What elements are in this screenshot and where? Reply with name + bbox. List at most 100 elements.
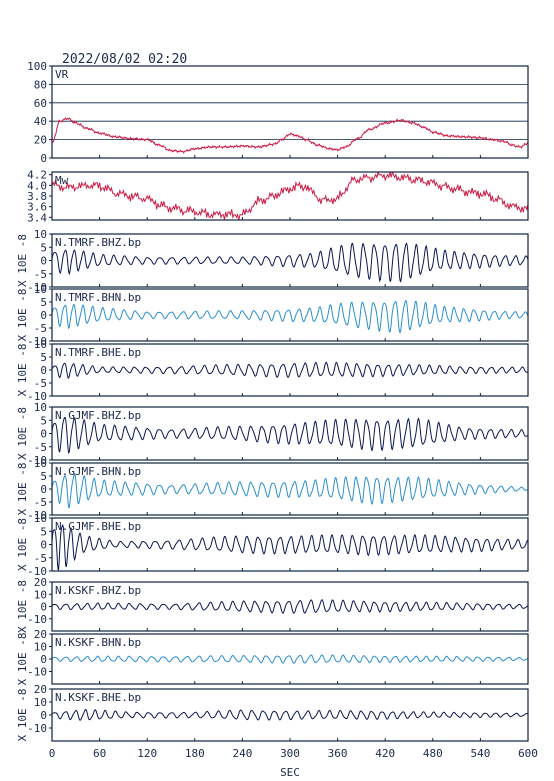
y-tick-label: 0	[40, 539, 47, 552]
y-tick-label: 10	[34, 283, 47, 296]
series-line	[52, 299, 528, 334]
x-tick-label: 360	[328, 747, 348, 760]
y-tick-label: 5	[40, 241, 47, 254]
y-axis-label: X 10E -8	[16, 344, 29, 397]
y-tick-label: 10	[34, 512, 47, 525]
panel-label: N.TMRF.BHN.bp	[55, 291, 141, 304]
x-tick-label: 420	[375, 747, 395, 760]
series-line	[52, 472, 528, 509]
panel-frame	[51, 171, 529, 221]
y-tick-label: 5	[40, 525, 47, 538]
x-tick-label: 0	[49, 747, 56, 760]
series-line	[52, 416, 528, 454]
y-tick-label: 3.6	[27, 201, 47, 214]
y-axis-label: X 10E -8	[16, 234, 29, 287]
y-tick-label: -5	[34, 268, 47, 281]
y-tick-label: 10	[34, 401, 47, 414]
series-line	[52, 361, 528, 379]
y-tick-label: -10	[27, 335, 47, 348]
y-tick-label: 5	[40, 296, 47, 309]
panel-label: N.KSKF.BHZ.bp	[55, 584, 141, 597]
x-tick-label: 60	[93, 747, 106, 760]
y-tick-label: 100	[27, 60, 47, 73]
series-line	[52, 708, 528, 721]
x-tick-label: 120	[137, 747, 157, 760]
panel-2: 3.43.63.84.04.2 Mw	[27, 169, 529, 224]
y-tick-label: 0	[40, 428, 47, 441]
series-line	[52, 523, 528, 571]
y-tick-label: 4.0	[27, 179, 47, 192]
y-tick-label: -5	[34, 496, 47, 509]
x-tick-label: 600	[518, 747, 538, 760]
panel-label: N.TMRF.BHE.bp	[55, 346, 141, 359]
y-tick-label: 0	[40, 364, 47, 377]
panel-label: N.KSKF.BHE.bp	[55, 691, 141, 704]
y-tick-label: -10	[27, 666, 47, 679]
y-tick-label: 0	[40, 601, 47, 614]
y-tick-label: -10	[27, 281, 47, 294]
x-tick-label: 480	[423, 747, 443, 760]
y-tick-label: 20	[34, 134, 47, 147]
series-line	[52, 242, 528, 283]
series-line	[52, 599, 528, 614]
y-tick-label: 10	[34, 338, 47, 351]
y-tick-label: -10	[27, 509, 47, 522]
series-line	[52, 117, 528, 154]
y-tick-label: 10	[34, 588, 47, 601]
y-tick-label: 3.4	[27, 211, 47, 224]
y-tick-label: 10	[34, 457, 47, 470]
y-axis-label: X 10E -8	[16, 633, 29, 686]
y-tick-label: -10	[27, 722, 47, 735]
panel-label: N.KSKF.BHN.bp	[55, 636, 141, 649]
panel-label: VR	[55, 68, 69, 81]
y-tick-label: -5	[34, 552, 47, 565]
panel-label: N.GJMF.BHE.bp	[55, 520, 141, 533]
y-tick-label: 5	[40, 351, 47, 364]
y-tick-label: 10	[34, 228, 47, 241]
y-tick-label: 0	[40, 255, 47, 268]
panel-label: N.GJMF.BHN.bp	[55, 465, 141, 478]
figure-title: 2022/08/02 02:20	[62, 52, 187, 67]
panel-1: 0 20 40 60 80 100 VR	[27, 60, 529, 165]
y-axis-label: X 10E -8	[16, 289, 29, 342]
y-tick-label: -5	[34, 377, 47, 390]
y-axis-label: X 10E -8	[16, 407, 29, 460]
y-tick-label: 60	[34, 97, 47, 110]
series-line	[52, 172, 528, 220]
y-tick-label: 5	[40, 470, 47, 483]
y-axis-label: X 10E -8	[16, 689, 29, 742]
series-line	[52, 654, 528, 664]
y-axis-label: X 10E -8	[16, 518, 29, 571]
y-axis-label: X 10E -8	[16, 580, 29, 633]
y-tick-label: 10	[34, 696, 47, 709]
y-tick-label: -10	[27, 390, 47, 403]
y-tick-label: 20	[34, 683, 47, 696]
y-tick-label: -10	[27, 613, 47, 626]
y-tick-label: 40	[34, 115, 47, 128]
panel-frame	[51, 65, 529, 159]
y-tick-label: -10	[27, 565, 47, 578]
x-tick-label: 300	[280, 747, 300, 760]
y-tick-label: 0	[40, 309, 47, 322]
y-tick-label: 3.8	[27, 190, 47, 203]
y-tick-label: 5	[40, 414, 47, 427]
y-tick-label: 4.2	[27, 169, 47, 182]
y-tick-label: 20	[34, 576, 47, 589]
panel-label: N.TMRF.BHZ.bp	[55, 236, 141, 249]
y-tick-label: -5	[34, 322, 47, 335]
y-tick-label: 80	[34, 78, 47, 91]
y-tick-label: 0	[40, 483, 47, 496]
y-tick-label: 0	[40, 653, 47, 666]
y-tick-label: 10	[34, 641, 47, 654]
x-tick-label: 180	[185, 747, 205, 760]
